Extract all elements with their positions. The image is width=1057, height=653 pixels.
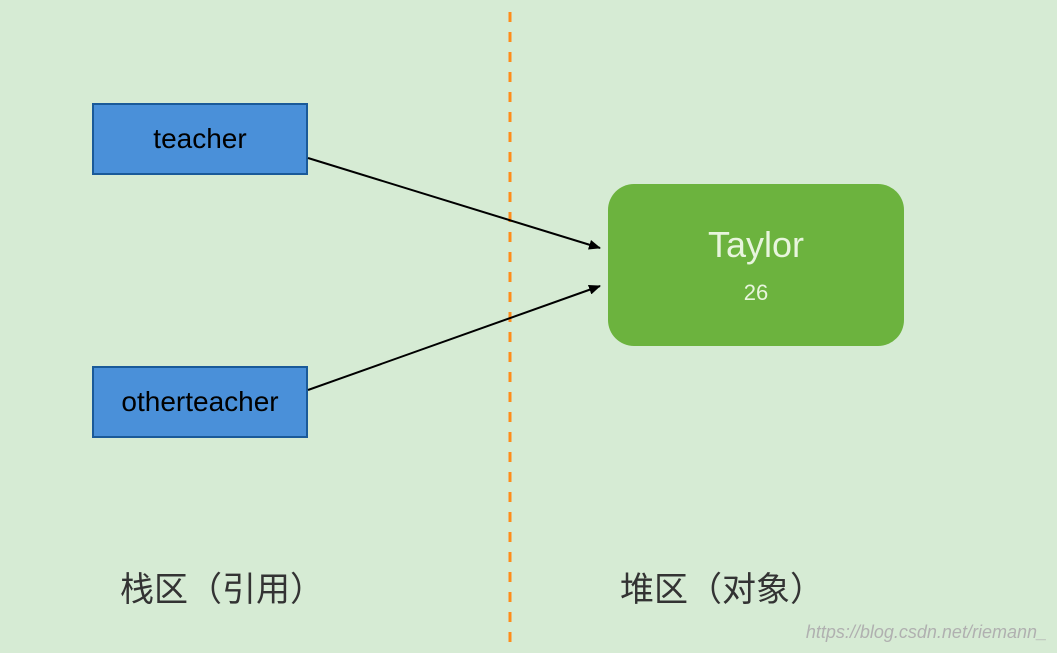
node-otherteacher-label: otherteacher bbox=[121, 386, 278, 418]
diagram-canvas: teacher otherteacher Taylor 26 栈区（引用） 堆区… bbox=[0, 0, 1057, 653]
node-teacher: teacher bbox=[92, 103, 308, 175]
watermark-text: https://blog.csdn.net/riemann_ bbox=[806, 622, 1047, 643]
heap-object-subtitle: 26 bbox=[744, 280, 768, 306]
stack-region-label: 栈区（引用） bbox=[120, 562, 324, 611]
edge-teacher bbox=[308, 158, 600, 248]
edge-otherteacher bbox=[308, 286, 600, 390]
node-otherteacher: otherteacher bbox=[92, 366, 308, 438]
node-heap-object: Taylor 26 bbox=[608, 184, 904, 346]
node-teacher-label: teacher bbox=[153, 123, 246, 155]
heap-object-title: Taylor bbox=[708, 224, 804, 266]
heap-region-label: 堆区（对象） bbox=[620, 562, 824, 611]
